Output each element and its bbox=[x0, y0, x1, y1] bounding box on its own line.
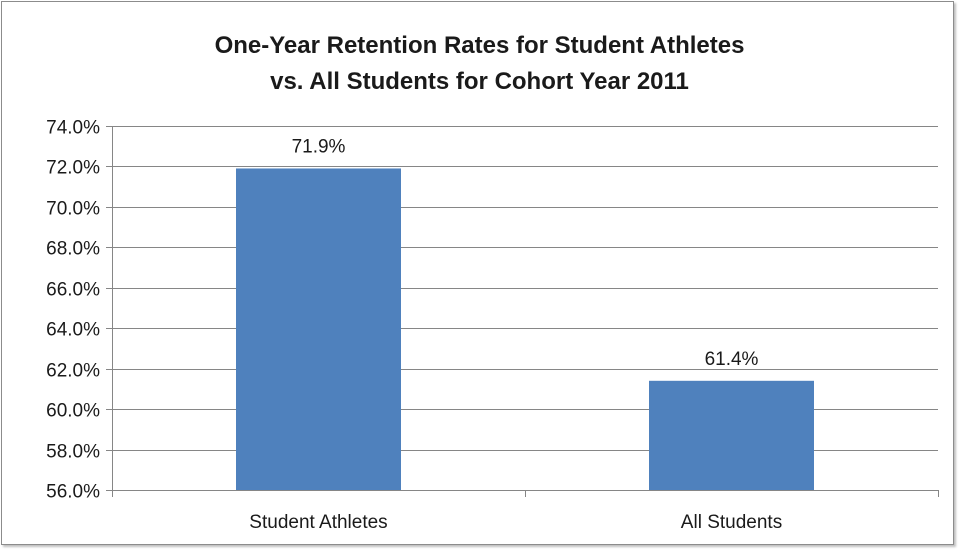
chart-title-line-2: vs. All Students for Cohort Year 2011 bbox=[270, 68, 689, 95]
y-tick-label: 62.0% bbox=[46, 361, 100, 382]
x-category-label: All Students bbox=[681, 512, 782, 533]
y-tick-label: 64.0% bbox=[46, 320, 100, 341]
y-tick-label: 60.0% bbox=[46, 401, 100, 422]
y-tick-label: 66.0% bbox=[46, 280, 100, 301]
y-tick-label: 56.0% bbox=[46, 482, 100, 503]
data-label: 71.9% bbox=[292, 136, 346, 157]
bar bbox=[649, 380, 814, 490]
y-tick-label: 68.0% bbox=[46, 239, 100, 260]
y-tick-label: 58.0% bbox=[46, 442, 100, 463]
data-label: 61.4% bbox=[705, 349, 759, 370]
x-category-label: Student Athletes bbox=[249, 512, 387, 533]
y-tick-label: 72.0% bbox=[46, 158, 100, 179]
chart-title: One-Year Retention Rates for Student Ath… bbox=[0, 28, 959, 100]
y-tick-label: 74.0% bbox=[46, 118, 100, 139]
y-tick-label: 70.0% bbox=[46, 199, 100, 220]
bar bbox=[236, 168, 401, 490]
chart-title-line-1: One-Year Retention Rates for Student Ath… bbox=[214, 32, 745, 59]
